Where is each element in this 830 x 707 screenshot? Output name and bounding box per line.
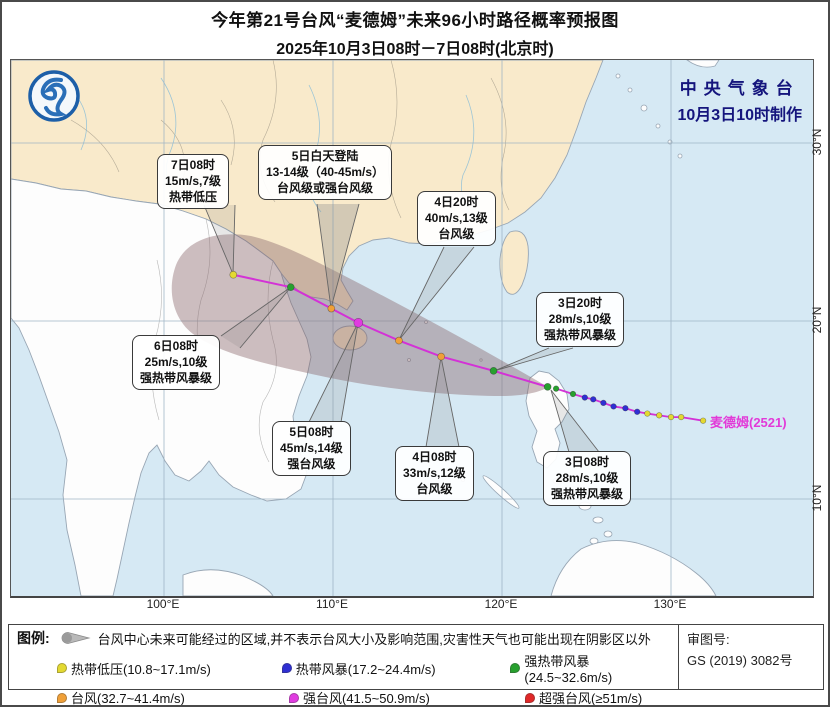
callout-time: 6日08时	[153, 339, 199, 353]
callout-time: 3日08时	[564, 455, 610, 469]
taiwan-island	[499, 230, 529, 295]
map-approval-box: 审图号: GS (2019) 3082号	[678, 625, 823, 689]
callout-wind: 33m/s,12级	[403, 465, 466, 480]
legend-item-sts: 强热带风暴(24.5~32.6m/s)	[510, 651, 672, 685]
callout-7d08: 7日08时 15m/s,7级 热带低压	[157, 154, 230, 210]
callout-wind: 15m/s,7级	[165, 173, 222, 188]
callout-leader-lines	[203, 203, 600, 453]
probability-cone	[171, 234, 549, 396]
callout-time: 4日08时	[412, 450, 457, 464]
storm-name-label: 麦德姆(2521)	[710, 415, 787, 430]
legend-item-ts: 热带风暴(17.2~24.4m/s)	[281, 651, 511, 685]
callout-category: 热带低压	[169, 189, 218, 204]
legend-panel: 图例: 台风中心未来可能经过的区域,并不表示台风大小及影响范围,灾害性天气也可能…	[8, 624, 824, 705]
legend-item-sty: 强台风(41.5~50.9m/s)	[289, 688, 525, 705]
callout-category: 强热带风暴级	[140, 370, 213, 385]
lon-label-130e: 130°E	[653, 597, 687, 611]
callout-wind: 13-14级（40-45m/s）	[266, 164, 385, 179]
lon-label-110e: 110°E	[316, 597, 348, 611]
sty-dot-icon	[289, 692, 299, 703]
legend-item-ty: 台风(32.7~41.4m/s)	[57, 688, 289, 705]
legend-item-sup: 超强台风(≥51m/s)	[525, 688, 642, 705]
cone-legend-icon	[61, 632, 91, 644]
callout-wind: 40m/s,13级	[425, 210, 488, 225]
callout-category: 强热带风暴级	[544, 327, 617, 342]
callout-category: 台风级或强台风级	[277, 180, 374, 195]
sts-dot-icon	[510, 663, 521, 673]
sumatra-coast	[182, 569, 274, 596]
callout-5d08: 5日08时 45m/s,14级 强台风级	[272, 421, 351, 477]
ts-dot-icon	[281, 663, 292, 673]
callout-6d08: 6日08时 25m/s,10级 强热带风暴级	[132, 335, 221, 391]
cma-logo-icon	[28, 70, 80, 122]
legend-item-td: 热带低压(10.8~17.1m/s)	[57, 651, 282, 685]
lat-label-20n: 20°N	[810, 306, 824, 334]
borneo-island	[550, 540, 717, 596]
legend-main: 图例: 台风中心未来可能经过的区域,并不表示台风大小及影响范围,灾害性天气也可能…	[9, 625, 678, 705]
callout-3d08: 3日08时 28m/s,10级 强热带风暴级	[543, 451, 632, 507]
callout-time: 5日白天登陆	[291, 149, 359, 163]
map-canvas	[11, 60, 813, 596]
callout-category: 台风级	[416, 481, 453, 496]
lon-label-100e: 100°E	[146, 597, 180, 611]
title-block: 今年第21号台风“麦德姆”未来96小时路径概率预报图 2025年10月3日08时…	[2, 6, 828, 59]
callout-3d20: 3日20时 28m/s,10级 强热带风暴级	[536, 292, 625, 348]
callout-wind: 28m/s,10级	[548, 311, 612, 326]
callout-wind: 45m/s,14级	[280, 440, 343, 455]
callout-category: 强台风级	[287, 456, 336, 471]
ty-dot-icon	[57, 692, 67, 703]
td-dot-icon	[57, 663, 67, 673]
page-subtitle: 2025年10月3日08时－7日08时(北京时)	[276, 41, 554, 58]
callout-4d08: 4日08时 33m/s,12级 台风级	[395, 446, 474, 502]
callout-category: 台风级	[438, 226, 475, 241]
lat-label-30n: 30°N	[810, 128, 824, 156]
lon-label-120e: 120°E	[484, 597, 518, 611]
callout-time: 4日20时	[434, 195, 479, 209]
callout-time: 7日08时	[171, 158, 216, 172]
callout-4d20: 4日20时 40m/s,13级 台风级	[417, 191, 496, 247]
graticule	[11, 60, 813, 596]
agency-name: 中央气象台	[679, 79, 800, 98]
sup-dot-icon	[525, 692, 535, 703]
lat-label-10n: 10°N	[810, 484, 824, 512]
callout-landfall: 5日白天登陆 13-14级（40-45m/s） 台风级或强台风级	[258, 145, 393, 201]
legend-caption: 图例:	[17, 630, 50, 646]
callout-time: 5日08时	[289, 425, 334, 439]
callout-time: 3日20时	[557, 296, 603, 310]
luzon-island	[525, 370, 570, 469]
callout-wind: 25m/s,10级	[144, 354, 208, 369]
agency-credit: 中央气象台 10月3日10时制作	[678, 74, 803, 125]
callout-wind: 28m/s,10级	[555, 470, 619, 485]
map-area	[10, 59, 814, 598]
cone-note-text: 台风中心未来可能经过的区域,并不表示台风大小及影响范围,灾害性天气也可能出现在阴…	[97, 631, 651, 647]
agency-issued-time: 10月3日10时制作	[677, 107, 803, 124]
approval-label: 审图号:	[687, 632, 730, 647]
approval-number: GS (2019) 3082号	[687, 652, 793, 668]
page-title: 今年第21号台风“麦德姆”未来96小时路径概率预报图	[211, 11, 619, 30]
track-layer	[229, 270, 707, 424]
callout-category: 强热带风暴级	[551, 486, 624, 501]
